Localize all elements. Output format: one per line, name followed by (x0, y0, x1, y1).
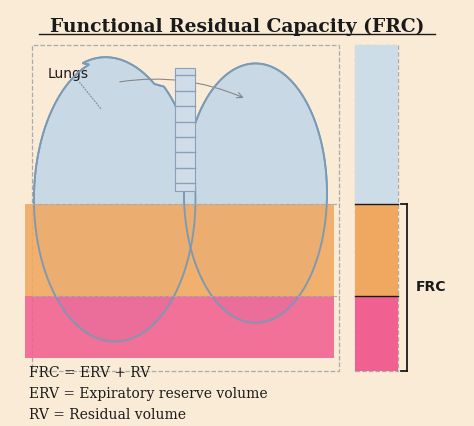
Text: ERV = Expiratory reserve volume: ERV = Expiratory reserve volume (29, 387, 268, 401)
Text: Functional Residual Capacity (FRC): Functional Residual Capacity (FRC) (50, 17, 424, 36)
Bar (32, 45, 338, 371)
Polygon shape (34, 57, 195, 342)
Bar (355, 45, 399, 371)
Bar (355, 45, 399, 204)
Bar (25, 296, 334, 358)
Text: Lungs: Lungs (48, 67, 89, 81)
Bar (25, 204, 334, 296)
Text: RV: RV (366, 326, 387, 340)
Bar (355, 204, 399, 296)
Bar (175, 68, 195, 191)
Text: FRC: FRC (416, 280, 447, 294)
Bar (355, 296, 399, 371)
Text: FRC = ERV + RV: FRC = ERV + RV (29, 366, 151, 380)
Polygon shape (184, 63, 327, 323)
Text: RV = Residual volume: RV = Residual volume (29, 408, 186, 422)
Text: ERV: ERV (361, 243, 392, 256)
